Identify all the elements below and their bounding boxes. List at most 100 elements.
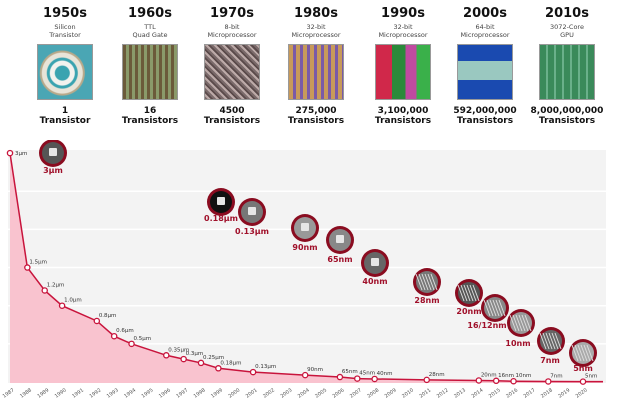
era-1980s: 1980s 32-bit Microprocessor 275,000 Trans…: [274, 6, 358, 127]
data-point: [24, 264, 31, 271]
badge-label: 65nm: [327, 255, 352, 264]
x-tick-label: 2011: [418, 387, 432, 399]
x-tick-label: 1999: [210, 387, 224, 399]
transistor-count: 16: [143, 106, 157, 116]
fin-stripe: [586, 344, 594, 362]
data-label: 0.8µm: [99, 313, 117, 319]
transistor-unit: Transistors: [456, 116, 514, 126]
cross-section-badge: 7nm: [537, 327, 565, 365]
era-decade: 2010s: [545, 6, 589, 21]
data-point: [215, 365, 222, 372]
transistor-gate: [248, 207, 256, 215]
x-tick-label: 2003: [280, 387, 294, 399]
cross-section-badge: 90nm: [291, 214, 319, 252]
fin-stripe: [457, 284, 465, 302]
data-point: [6, 149, 14, 157]
badge-label: 7nm: [540, 356, 560, 365]
fin-stripe: [524, 314, 532, 332]
fin-stripe: [415, 273, 423, 291]
fin-stripe: [486, 299, 494, 317]
x-tick-label: 2004: [297, 387, 311, 399]
fin-stripe: [577, 344, 585, 362]
data-point: [336, 373, 344, 381]
transistor-count: 8,000,000,000: [530, 106, 604, 116]
64bit-microprocessor-photo: [457, 44, 513, 100]
x-tick-label: 1998: [193, 387, 207, 399]
x-tick-label: 2008: [366, 387, 380, 399]
data-label: 0.18µm: [220, 360, 241, 366]
cross-section-badge: 5nm: [569, 339, 597, 373]
data-label: 40nm: [377, 371, 393, 377]
data-label: 0.6µm: [116, 328, 134, 334]
fin-stripe: [424, 273, 432, 291]
badge-label: 40nm: [362, 277, 387, 286]
data-label: 10nm: [516, 373, 532, 379]
badge-label: 10nm: [505, 339, 530, 348]
fin-stripe: [483, 299, 491, 317]
cross-section-badge: 0.18µm: [204, 188, 238, 223]
fin-stripe: [512, 314, 520, 332]
data-label: 0.25µm: [203, 355, 224, 361]
cross-section-badge: 10nm: [505, 309, 535, 348]
fin-stripe: [418, 273, 426, 291]
fin-stripe: [545, 332, 553, 350]
x-tick-label: 1996: [158, 387, 172, 399]
transistor-gate: [371, 258, 379, 266]
era-1970s: 1970s 8-bit Microprocessor 4500 Transisto…: [190, 6, 274, 127]
x-tick-label: 1992: [89, 387, 103, 399]
data-point: [475, 377, 483, 384]
data-point: [301, 371, 309, 379]
data-point: [579, 378, 587, 385]
x-tick-label: 2020: [575, 387, 589, 399]
transistor-gate: [301, 223, 309, 231]
data-label: 45nm: [359, 371, 375, 377]
x-tick-label: 2015: [488, 387, 502, 399]
transistor-count: 4500: [219, 106, 245, 116]
badge-label: 90nm: [292, 243, 317, 252]
x-tick-label: 1990: [54, 387, 68, 399]
32bit-microprocessor-photo: [288, 44, 344, 100]
x-tick-label: 2018: [540, 387, 554, 399]
x-tick-label: 1989: [36, 387, 50, 399]
cross-section-badge: 40nm: [361, 249, 389, 286]
data-point: [128, 340, 135, 348]
era-decade: 1970s: [210, 6, 254, 21]
era-description: 8-bit Microprocessor: [207, 23, 257, 39]
transistor-unit: Transistors: [374, 116, 432, 126]
fin-stripe: [583, 344, 591, 362]
badge-label: 28nm: [414, 296, 439, 305]
data-label: 0.35µm: [168, 347, 189, 353]
data-label: 3µm: [15, 151, 27, 157]
fin-stripe: [460, 284, 468, 302]
cross-section-badge: 28nm: [413, 268, 441, 305]
fin-stripe: [463, 284, 471, 302]
data-point: [249, 368, 257, 376]
fin-stripe: [574, 344, 582, 362]
x-tick-label: 2002: [262, 387, 276, 399]
x-tick-label: 2010: [401, 387, 415, 399]
era-decade: 1950s: [43, 6, 87, 21]
data-point: [163, 352, 170, 359]
x-tick-label: 2005: [314, 387, 328, 399]
fin-stripe: [580, 344, 588, 362]
fin-stripe: [539, 332, 547, 350]
data-label: 7nm: [550, 373, 562, 379]
data-point: [41, 287, 48, 294]
transistor-gate: [336, 235, 344, 243]
silicon-transistor-photo: [37, 44, 93, 100]
data-point: [371, 375, 378, 383]
fin-stripe: [421, 273, 429, 291]
x-tick-label: 2006: [332, 387, 346, 399]
cross-section-badge: 65nm: [326, 226, 354, 264]
x-tick-label: 2012: [436, 387, 450, 399]
fin-stripe: [551, 332, 559, 350]
era-decade: 1990s: [381, 6, 425, 21]
gpu-die-photo: [539, 44, 595, 100]
cross-section-badge: 0.13µm: [235, 198, 269, 236]
era-decade: 2000s: [463, 6, 507, 21]
fin-stripe: [495, 299, 503, 317]
data-label: 1.2µm: [47, 282, 65, 288]
fin-stripe: [509, 314, 517, 332]
ttl-quad-gate-photo: [122, 44, 178, 100]
data-label: 1.0µm: [64, 298, 82, 304]
